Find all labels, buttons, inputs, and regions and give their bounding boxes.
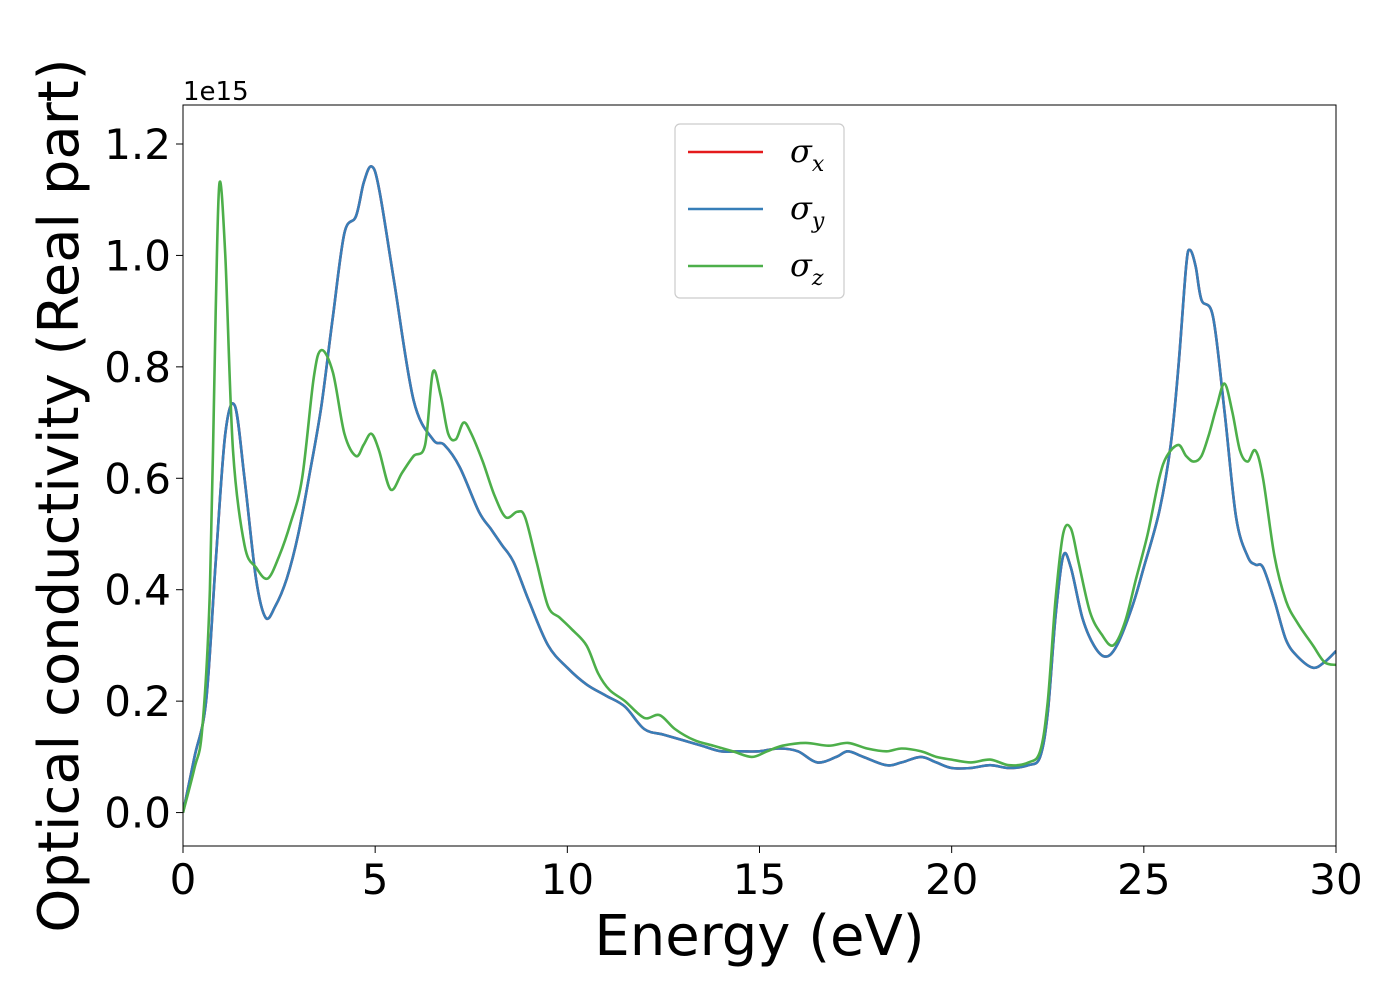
x-tick-label: 10 (541, 855, 594, 904)
y-tick-label: 0.2 (104, 677, 171, 726)
x-tick-label: 30 (1309, 855, 1362, 904)
x-tick-label: 0 (170, 855, 197, 904)
y-axis-label: Optical conductivity (Real part) (27, 58, 92, 932)
legend-symbol: σ (790, 189, 813, 227)
x-tick-label: 15 (733, 855, 786, 904)
y-tick-label: 0.6 (104, 454, 171, 503)
x-tick-label: 20 (925, 855, 978, 904)
legend-box (674, 123, 845, 299)
x-tick-label: 25 (1117, 855, 1170, 904)
legend-subscript: z (811, 266, 824, 291)
y-tick-label: 0.8 (104, 343, 171, 392)
legend-subscript: x (812, 152, 825, 177)
y-tick-label: 0.0 (104, 789, 171, 838)
legend-symbol: σ (790, 132, 813, 170)
x-tick-label: 5 (362, 855, 389, 904)
y-tick-label: 1.2 (104, 120, 171, 169)
x-axis-label: Energy (eV) (594, 904, 924, 969)
legend-label-sigma-z: σz (790, 246, 824, 291)
y-axis: 0.0 0.2 0.4 0.6 0.8 1.0 1.2 (104, 120, 183, 838)
legend-symbol: σ (790, 246, 813, 284)
legend-subscript: y (811, 209, 825, 234)
series-line-sigma-y (183, 165, 1336, 813)
legend-label-sigma-y: σy (790, 189, 825, 234)
legend-label-sigma-x: σx (790, 132, 825, 177)
series-line-sigma-z (183, 180, 1336, 813)
y-tick-label: 0.4 (104, 566, 171, 615)
y-axis-offset-label: 1e15 (183, 77, 249, 107)
x-axis: 0 5 10 15 20 25 30 (170, 846, 1363, 904)
series-layer (183, 165, 1336, 813)
y-tick-label: 1.0 (104, 231, 171, 280)
